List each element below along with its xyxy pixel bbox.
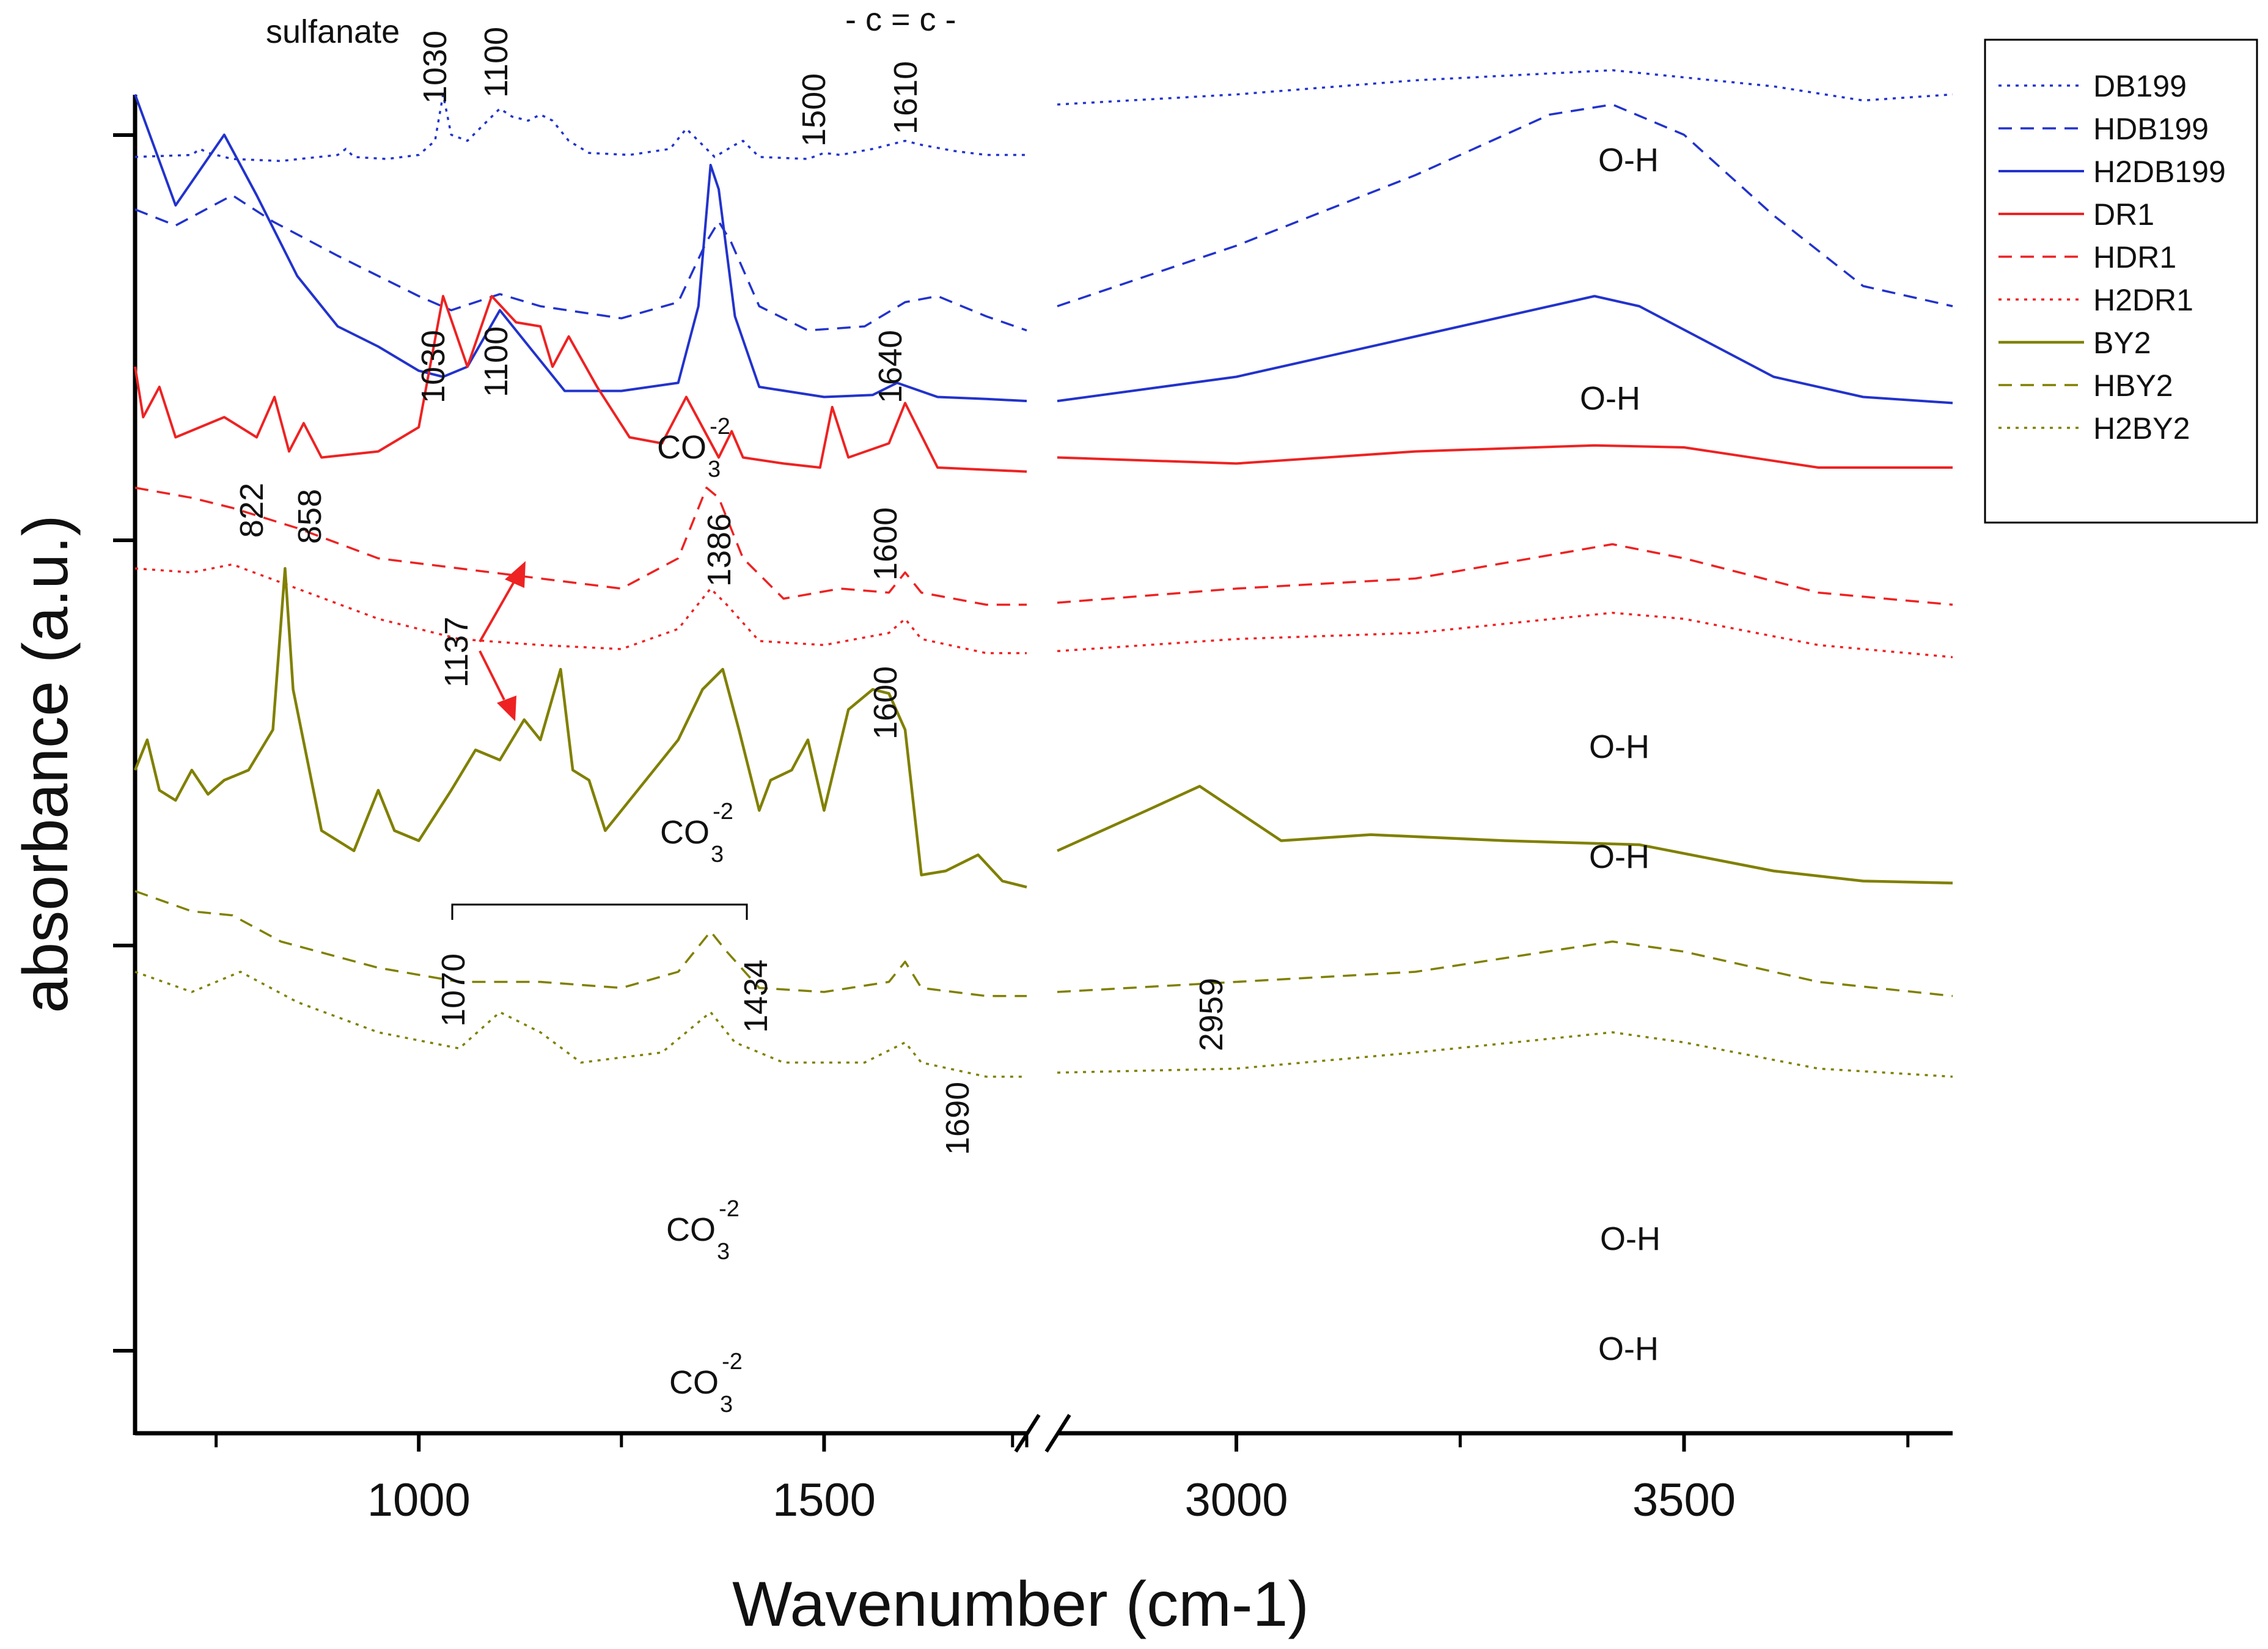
annotation-2959: 2959 [1193, 978, 1230, 1051]
annotation-sulfanate: sulfanate [266, 13, 400, 50]
series [133, 69, 1953, 1078]
legend-label-hby2: HBY2 [2093, 369, 2173, 403]
legend-label-db199: DB199 [2093, 69, 2187, 103]
x-tick-label: 1500 [773, 1474, 876, 1526]
annotation-1386: 1386 [701, 513, 738, 587]
annotation-1434: 1434 [738, 960, 774, 1033]
y-axis-title: absorbance (a.u.) [10, 515, 81, 1013]
annotation-oh-4: O-H [1589, 839, 1650, 875]
x-tick-label: 1000 [367, 1474, 471, 1526]
annotation-oh-2: O-H [1580, 380, 1640, 417]
series-line-hby2-right [1057, 940, 1953, 997]
x-tick-label: 3000 [1184, 1474, 1288, 1526]
series-line-h2dr1-right [1057, 611, 1953, 658]
series-line-h2db199-left [134, 94, 1027, 403]
axis-break-mark-right [1044, 1414, 1071, 1453]
annotation-oh-5: O-H [1600, 1221, 1661, 1257]
series-line-by2-left [133, 567, 1027, 889]
legend-label-hdr1: HDR1 [2093, 240, 2176, 274]
series-line-h2by2-right [1057, 1031, 1953, 1078]
legend-items: DB199 HDB199 H2DB199 DR1 HDR1 H2DR1 BY2 HBY2 H2B… [1998, 69, 2226, 446]
series-line-hby2-left [134, 890, 1027, 997]
series-line-db199-right [1057, 69, 1953, 106]
legend-label-hdb199: HDB199 [2093, 112, 2209, 146]
annotation-1030-mid: 1030 [415, 330, 452, 403]
legend-label-by2: BY2 [2093, 326, 2151, 360]
annotation-822: 822 [233, 483, 270, 538]
series-line-dr1-left [134, 295, 1027, 473]
range-bracket-1070-1434 [451, 903, 748, 920]
legend-label-h2db199: H2DB199 [2093, 155, 2226, 189]
annotation-1500: 1500 [796, 73, 832, 147]
x-tick-label: 3500 [1632, 1474, 1736, 1526]
series-line-by2-right [1057, 785, 1953, 885]
annotation-1600-2: 1600 [867, 666, 904, 740]
annotation-co3-1: CO3-2 [657, 414, 730, 482]
annotation-1690: 1690 [939, 1082, 976, 1155]
annotation-858: 858 [292, 489, 328, 544]
annotation-1070: 1070 [435, 953, 472, 1027]
annotation-1030-top: 1030 [417, 31, 453, 104]
annotation-1137: 1137 [438, 617, 475, 688]
series-line-h2by2-left [134, 971, 1027, 1078]
annotation-1640: 1640 [872, 330, 909, 403]
series-line-h2db199-right [1057, 295, 1953, 405]
annotation-1137-arrows [479, 561, 526, 721]
legend-box [1984, 39, 2258, 524]
annotation-1100-mid: 1100 [478, 326, 515, 397]
series-line-hdb199-right [1057, 103, 1953, 307]
annotation-oh-1: O-H [1598, 142, 1659, 178]
annotation-co3-4: CO3-2 [669, 1349, 743, 1417]
x-axis-title: Wavenumber (cm-1) [732, 1569, 1309, 1640]
annotation-1100-top: 1100 [478, 27, 515, 98]
annotation-oh-6: O-H [1598, 1331, 1659, 1367]
legend-label-h2by2: H2BY2 [2093, 411, 2190, 446]
arrow-1137-down [479, 650, 505, 700]
annotation-1600-1: 1600 [867, 507, 904, 581]
annotation-co3-2: CO3-2 [660, 799, 733, 867]
arrow-1137-down-head [497, 696, 516, 721]
legend: DB199 HDB199 H2DB199 DR1 HDR1 H2DR1 BY2 HBY2 H2B… [1984, 39, 2258, 524]
arrow-1137-up [479, 577, 518, 642]
arrow-1137-up-head [505, 561, 526, 588]
annotations: sulfanate 1030 1100 1500 1610 - c = c - … [233, 1, 1661, 1417]
series-line-hdr1-right [1057, 543, 1953, 606]
annotation-1610: 1610 [887, 61, 924, 134]
x-ticks: 1000 1500 3000 3500 [215, 1433, 1910, 1526]
annotation-oh-3: O-H [1589, 729, 1650, 765]
series-line-dr1-right [1057, 444, 1953, 469]
legend-label-dr1: DR1 [2093, 197, 2154, 232]
series-line-hdb199-left [134, 194, 1027, 332]
annotation-co3-3: CO3-2 [666, 1196, 739, 1265]
legend-label-h2dr1: H2DR1 [2093, 283, 2193, 317]
annotation-c-c: - c = c - [845, 1, 956, 38]
series-line-hdr1-left [134, 487, 1027, 606]
plot-area [113, 95, 1953, 1453]
